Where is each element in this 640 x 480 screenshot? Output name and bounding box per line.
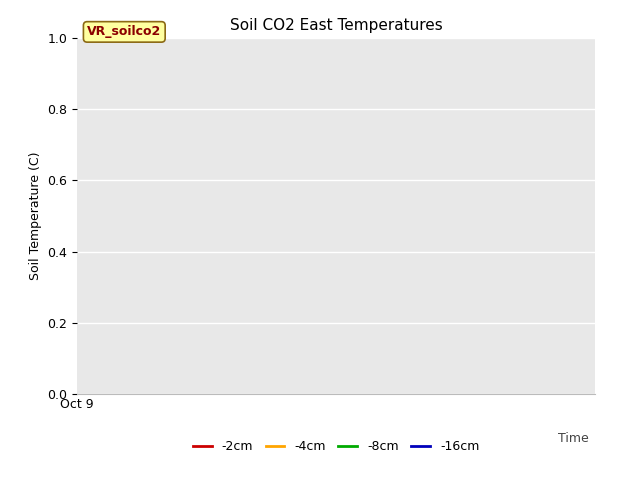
Y-axis label: Soil Temperature (C): Soil Temperature (C) (29, 152, 42, 280)
Text: Time: Time (558, 432, 589, 445)
Legend: -2cm, -4cm, -8cm, -16cm: -2cm, -4cm, -8cm, -16cm (188, 435, 484, 458)
Text: VR_soilco2: VR_soilco2 (87, 25, 161, 38)
Title: Soil CO2 East Temperatures: Soil CO2 East Temperatures (230, 18, 442, 33)
